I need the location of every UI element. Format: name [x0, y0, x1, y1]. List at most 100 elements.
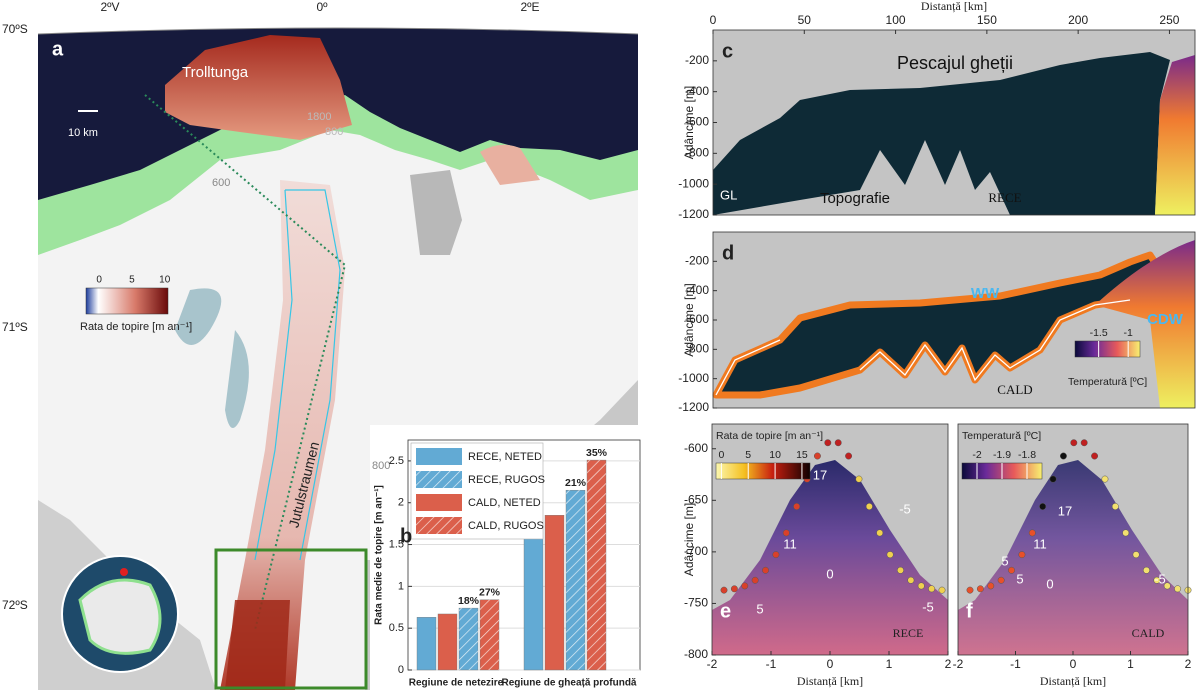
colorbar-tick: -1.9: [993, 449, 1011, 461]
x-tick-label: 1: [886, 657, 893, 671]
bar: [523, 521, 544, 671]
colorbar-label: Temperatură [ºC]: [962, 430, 1041, 442]
panel-letter: c: [722, 40, 733, 62]
dot: [1174, 585, 1182, 593]
bar-annotation: 21%: [565, 477, 587, 489]
x-tick-label: 100: [886, 13, 906, 27]
y-tick-label: -1000: [678, 371, 709, 385]
panel-letter: f: [966, 600, 973, 622]
y-tick-label: 1: [398, 580, 404, 592]
legend-swatch: [416, 494, 462, 511]
contour-label: 5: [756, 601, 763, 616]
lat-label: 72ºS: [2, 598, 28, 612]
y-tick-label: -800: [685, 342, 709, 356]
y-tick-label: -1000: [678, 176, 709, 190]
x-tick-label: 0: [1070, 657, 1077, 671]
dot: [772, 551, 780, 559]
dot: [976, 585, 984, 593]
x-tick-label: 2: [945, 657, 952, 671]
dot: [907, 576, 915, 584]
melt-hotspot: [225, 600, 290, 690]
dot: [1091, 452, 1099, 460]
colorbar-tick: 15: [796, 449, 808, 461]
legend-label: RECE, NETED: [468, 451, 542, 463]
y-axis-label: Rata medie de topire [m an⁻¹]: [374, 485, 385, 625]
x-axis-label: Distanță [km]: [921, 0, 987, 13]
colorbar-label: Rata de topire [m an⁻¹]: [80, 321, 192, 333]
colorbar-tick: 10: [159, 275, 171, 286]
colorbar-tick: 0: [96, 275, 102, 286]
bar-hatch: [480, 599, 499, 670]
dot: [793, 503, 801, 510]
contour-label: 17: [1058, 503, 1072, 518]
dot: [813, 452, 821, 460]
dot: [741, 582, 749, 590]
bar-hatch: [459, 608, 478, 670]
colorbar: [715, 462, 811, 480]
dot: [1101, 475, 1109, 483]
bar-hatch: [566, 490, 585, 670]
keel: [958, 460, 1188, 655]
annotation: CDW: [1147, 311, 1184, 328]
dot: [1122, 529, 1130, 537]
bar: [416, 617, 437, 671]
dot: [987, 582, 995, 590]
dot: [1039, 503, 1047, 510]
scale-label: 10 km: [68, 127, 98, 139]
x-tick-label: 1: [1127, 657, 1134, 671]
contour-label: 800: [325, 126, 343, 138]
x-tick-label: 0: [710, 13, 717, 27]
y-tick-label: -750: [684, 596, 708, 610]
bar-hatch: [587, 460, 606, 670]
dot: [938, 586, 946, 594]
lon-label: 2ºE: [520, 0, 539, 14]
y-tick-label: -650: [684, 492, 708, 506]
y-tick-label: -400: [685, 84, 709, 98]
legend-hatch: [416, 471, 462, 488]
contour-label: 11: [783, 536, 797, 551]
dot: [824, 439, 832, 447]
annotation: CALD: [997, 382, 1032, 397]
dot: [855, 475, 863, 483]
y-tick-label: -800: [685, 146, 709, 160]
dot: [1049, 475, 1057, 483]
contour-label: 5: [1016, 571, 1023, 586]
panel-letter: d: [722, 242, 734, 264]
x-tick-label: Regiune de gheață profundă: [501, 678, 636, 689]
y-tick-label: -600: [685, 115, 709, 129]
contour-label: -5: [1154, 571, 1166, 586]
y-tick-label: -200: [685, 254, 709, 268]
antarctica: [78, 578, 162, 655]
lat-label: 71ºS: [2, 320, 28, 334]
colorbar-tick: 10: [769, 449, 781, 461]
panel-letter: e: [720, 600, 731, 622]
y-tick-label: 2.5: [389, 455, 404, 467]
dot: [834, 439, 842, 447]
annotation: WW: [971, 285, 1000, 302]
dot: [865, 503, 873, 510]
dot: [720, 586, 728, 594]
x-tick-label: 50: [798, 13, 812, 27]
y-tick-label: -800: [684, 647, 708, 661]
panel-letter: a: [52, 38, 64, 60]
colorbar-tick: -1.8: [1018, 449, 1036, 461]
colorbar-tick: -1.5: [1090, 327, 1108, 339]
x-tick-label: -2: [953, 657, 964, 671]
y-tick-label: -1200: [678, 400, 709, 414]
colorbar-tick: 5: [129, 275, 135, 286]
x-tick-label: -2: [707, 657, 718, 671]
warm-water: [1155, 55, 1195, 215]
dot: [1080, 439, 1088, 447]
inset-marker: [120, 568, 128, 576]
annotation: CALD: [1132, 626, 1165, 640]
y-axis-label: Adâncime [m]: [682, 503, 696, 576]
colorbar: [85, 287, 169, 315]
y-tick-label: -600: [685, 312, 709, 326]
dot: [1132, 551, 1140, 559]
legend-label: CALD, NETED: [468, 497, 541, 509]
y-tick-label: 2: [398, 497, 404, 509]
isotherm: [715, 299, 1131, 396]
contour-label: 5: [1001, 553, 1008, 568]
colorbar-tick: 5: [745, 449, 751, 461]
contour-label: 17: [813, 467, 827, 482]
